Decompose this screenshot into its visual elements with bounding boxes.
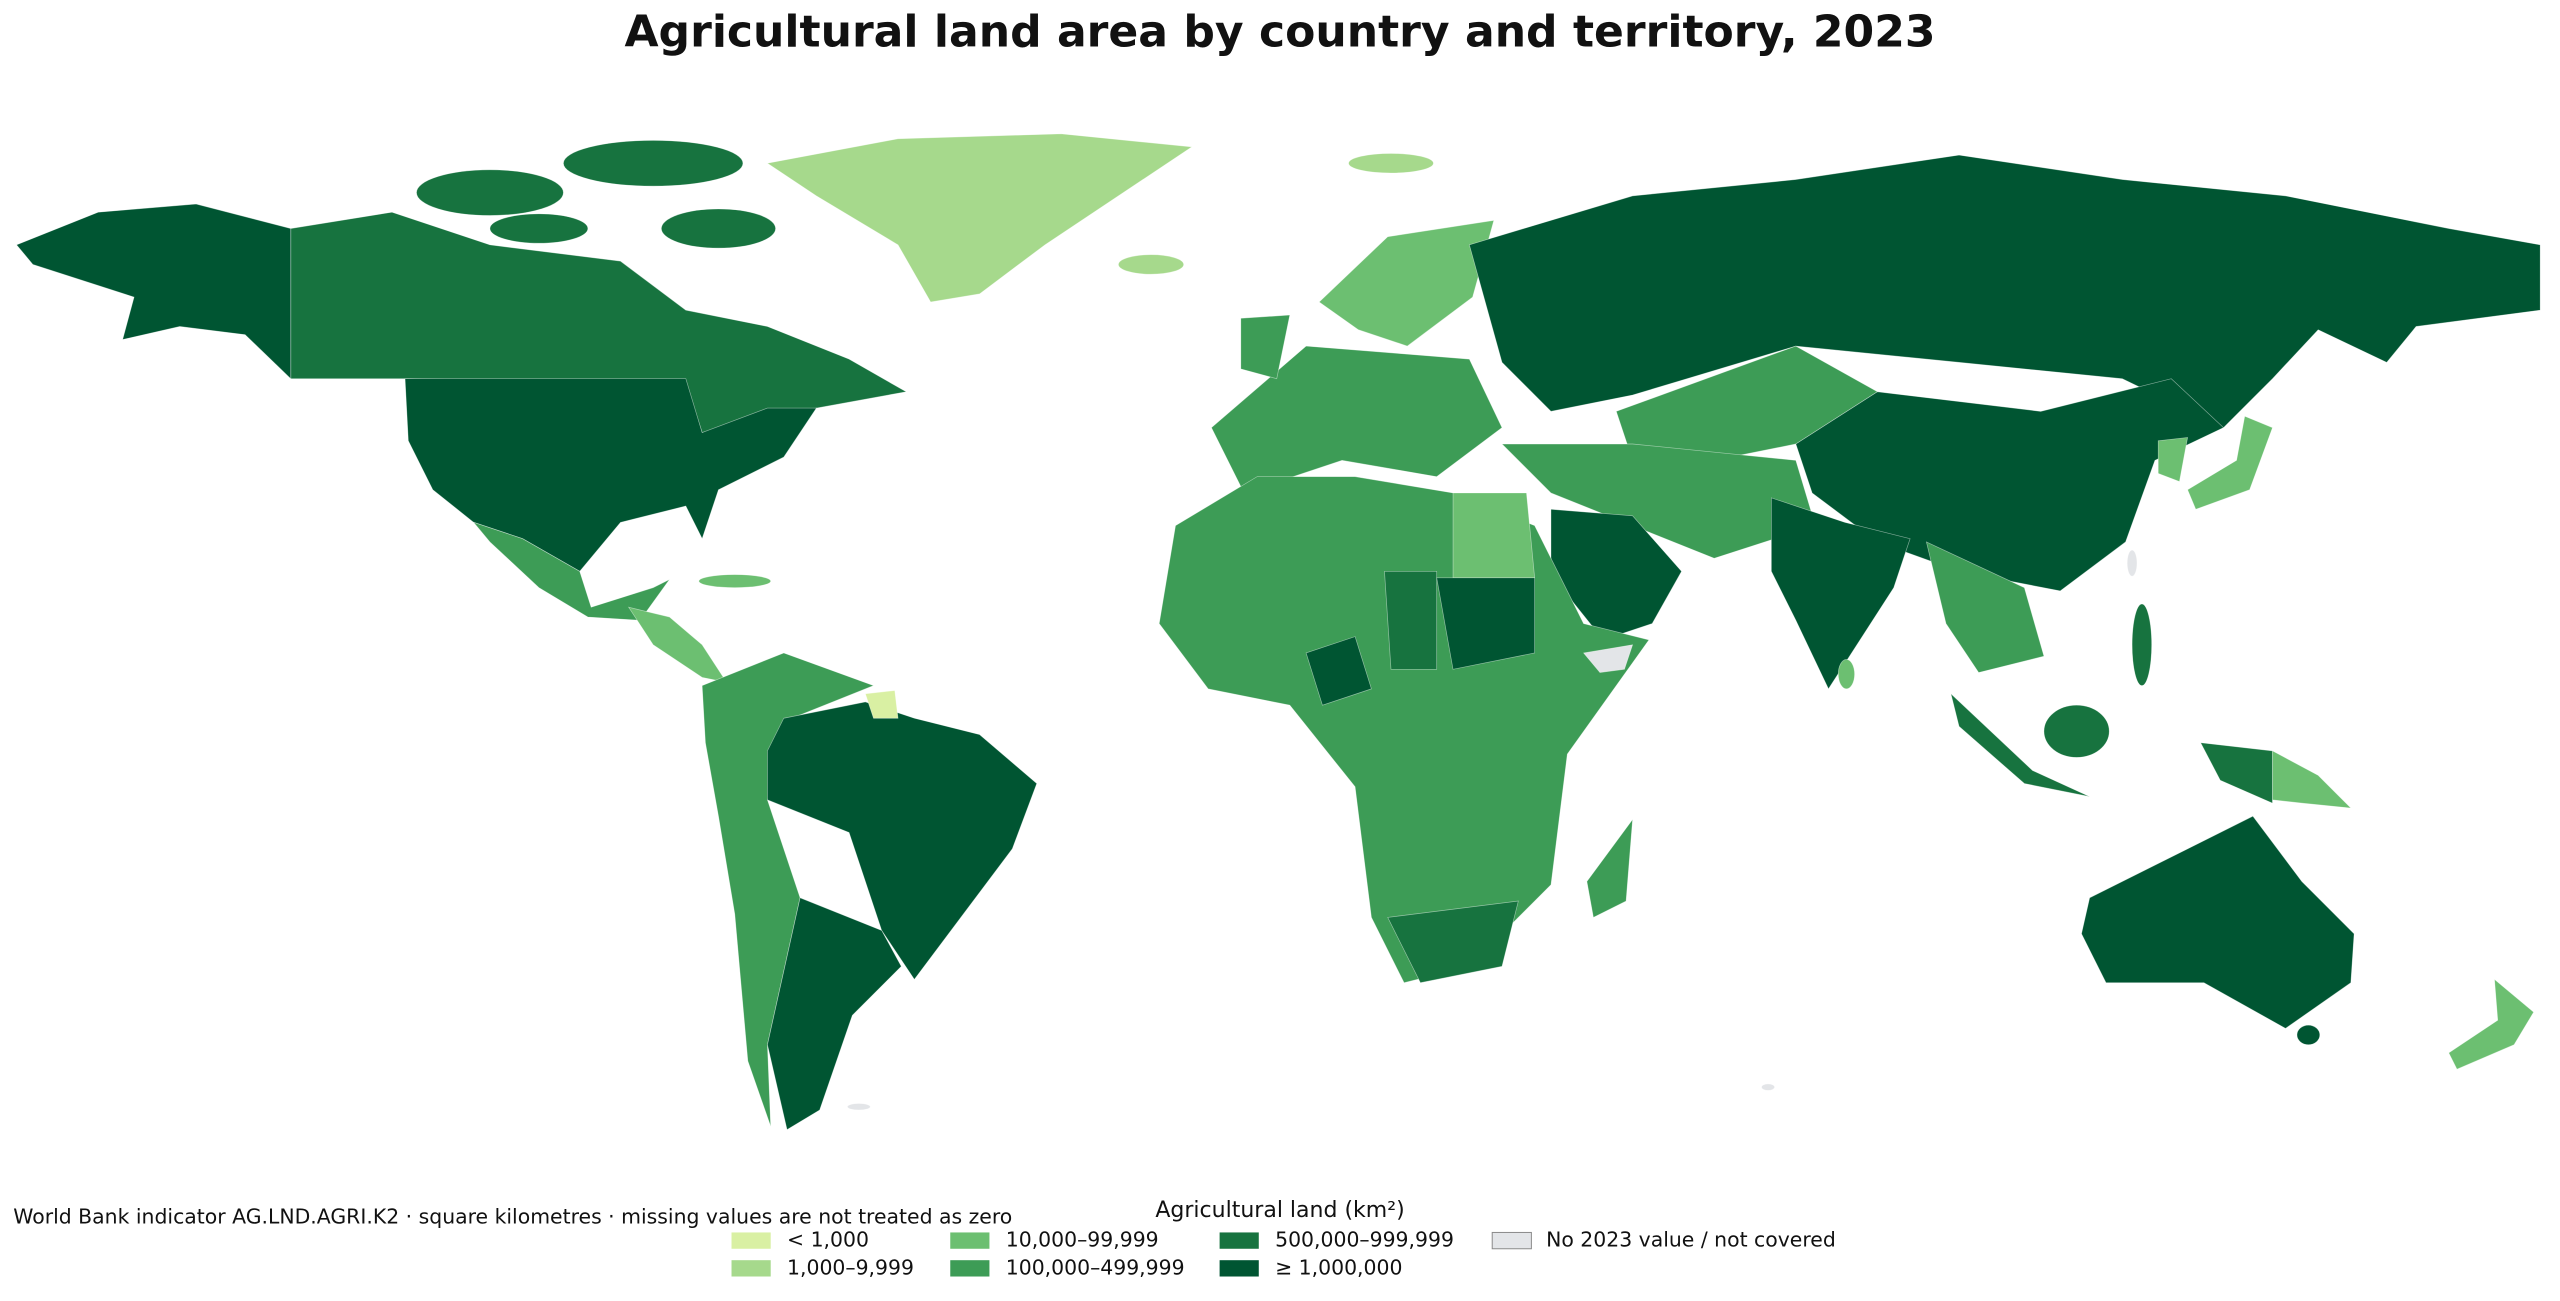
country (698, 574, 772, 588)
country (1950, 692, 2090, 797)
country (1837, 659, 1855, 690)
legend-swatch (1219, 1260, 1259, 1277)
source-note: World Bank indicator AG.LND.AGRI.K2 · sq… (13, 1205, 1012, 1229)
country (1387, 900, 1519, 984)
map-title: Agricultural land area by country and te… (624, 6, 1935, 57)
legend-label: < 1,000 (787, 1228, 869, 1252)
country (2081, 815, 2355, 1029)
country (767, 701, 1038, 980)
country (16, 203, 292, 380)
country (472, 521, 670, 621)
country (1452, 492, 1536, 579)
legend-label: 1,000–9,999 (787, 1255, 914, 1279)
country (404, 378, 818, 572)
country (2043, 704, 2110, 758)
legend-swatch (1219, 1232, 1259, 1249)
country (489, 213, 589, 244)
country (1240, 314, 1291, 380)
country (1318, 219, 1495, 347)
country (766, 133, 1193, 303)
country (2448, 978, 2535, 1070)
legend-swatch (950, 1260, 990, 1277)
legend-label: 500,000–999,999 (1275, 1228, 1454, 1252)
legend-label: 10,000–99,999 (1006, 1228, 1159, 1252)
legend-label: 100,000–499,999 (1006, 1255, 1185, 1279)
country (2131, 603, 2153, 686)
legend-label: ≥ 1,000,000 (1275, 1255, 1402, 1279)
country (1771, 497, 1911, 690)
country (1586, 818, 1634, 918)
country (1384, 571, 1438, 670)
country (2126, 549, 2138, 577)
country (864, 690, 899, 719)
country (2187, 415, 2273, 510)
country (1468, 154, 2541, 429)
country (1925, 541, 2045, 673)
country (1583, 644, 1634, 673)
legend-swatch (1491, 1231, 1532, 1250)
legend-label: No 2023 value / not covered (1546, 1228, 1836, 1252)
country (2296, 1024, 2321, 1046)
country (1436, 577, 1535, 670)
world-map (16, 133, 2541, 1131)
country (1348, 153, 1434, 174)
country (2200, 742, 2273, 804)
legend-title: Agricultural land (km²) (1155, 1198, 1404, 1223)
legend-swatch (731, 1232, 771, 1249)
country (767, 897, 902, 1131)
country (2157, 437, 2188, 482)
legend: < 1,000 1,000–9,999 10,000–99,999 100,000–4… (731, 1228, 1836, 1279)
country (661, 208, 776, 249)
country (2272, 750, 2352, 809)
country (627, 606, 728, 683)
legend-swatch (950, 1232, 990, 1249)
country (563, 140, 744, 187)
country (847, 1103, 871, 1111)
country (1118, 254, 1185, 275)
legend-swatch (731, 1260, 771, 1277)
country (1761, 1083, 1775, 1091)
country (1501, 443, 1816, 559)
country (1305, 636, 1372, 706)
country (416, 169, 564, 216)
